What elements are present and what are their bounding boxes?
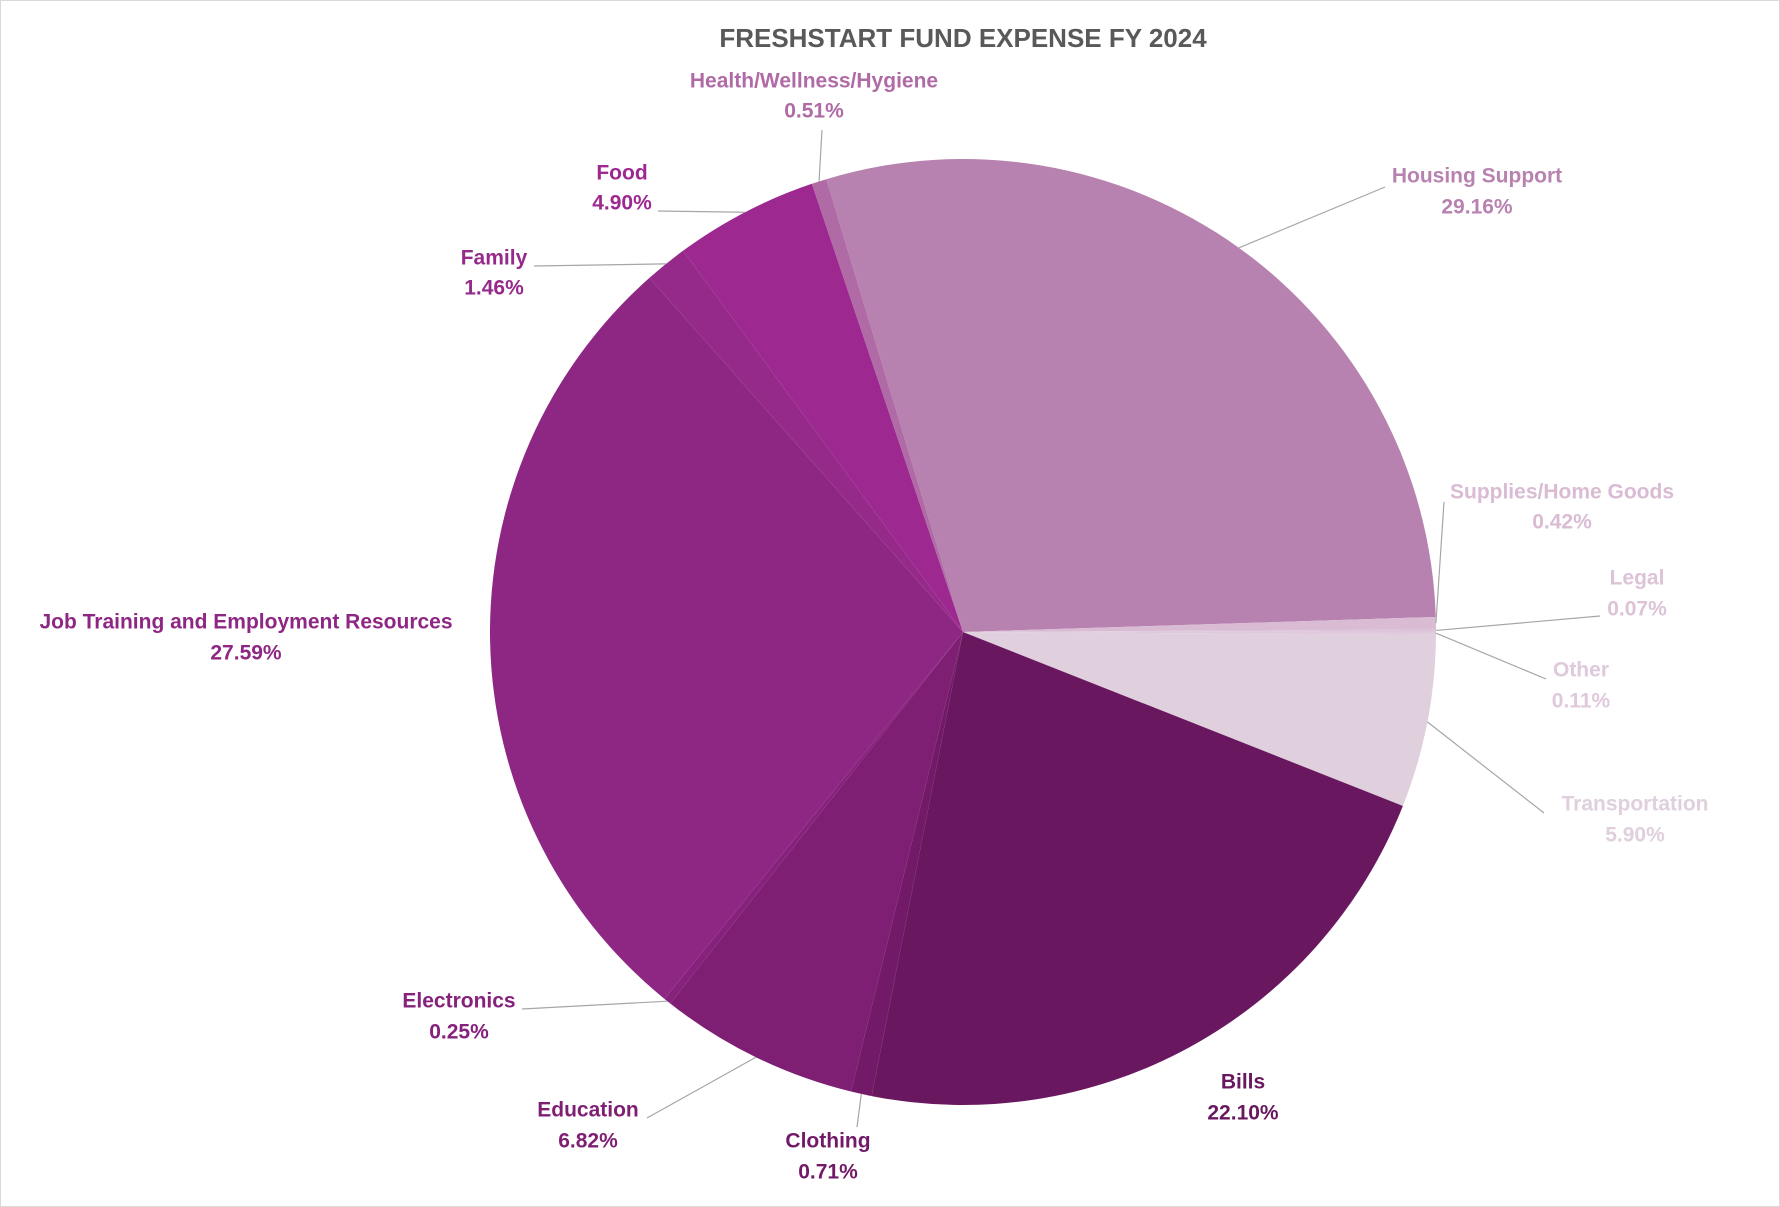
slice-value-label: 0.11%: [1552, 690, 1611, 713]
slice-value-label: 22.10%: [1207, 1102, 1279, 1125]
pie-slice: [963, 631, 1436, 635]
pie-slice: [811, 179, 963, 633]
leader-line: [646, 1056, 757, 1119]
slice-label: Family: [461, 247, 528, 270]
pie-slice: [826, 159, 1436, 632]
leader-line: [1427, 721, 1545, 814]
slice-label: Health/Wellness/Hygiene: [690, 70, 938, 93]
slice-value-label: 0.51%: [784, 100, 844, 123]
pie-slice: [489, 277, 963, 999]
chart-title: FRESHSTART FUND EXPENSE FY 2024: [719, 23, 1207, 53]
slice-value-label: 4.90%: [592, 192, 652, 215]
slice-value-label: 27.59%: [210, 642, 282, 665]
slice-value-label: 6.82%: [558, 1130, 618, 1153]
pie-slice: [963, 632, 1436, 806]
pie-slice: [649, 250, 963, 633]
slice-label: Supplies/Home Goods: [1450, 481, 1674, 504]
pie-slice: [670, 632, 963, 1092]
pie-slice: [851, 632, 963, 1097]
slice-label: Other: [1553, 659, 1609, 682]
leader-line: [1435, 632, 1547, 680]
slice-value-label: 5.90%: [1605, 824, 1665, 847]
leader-line: [818, 129, 823, 182]
slice-value-label: 0.42%: [1532, 511, 1592, 534]
pie-slice: [963, 616, 1436, 632]
leader-line: [1435, 615, 1601, 632]
slice-value-label: 1.46%: [464, 277, 524, 300]
slice-value-label: 0.71%: [798, 1161, 858, 1184]
slice-value-label: 29.16%: [1441, 196, 1513, 219]
slice-label: Food: [596, 162, 647, 185]
leader-line: [521, 1000, 668, 1010]
leader-line: [657, 210, 745, 213]
leader-line: [1435, 501, 1445, 624]
slice-label: Legal: [1610, 567, 1665, 590]
slice-label: Clothing: [785, 1130, 870, 1153]
pie-slice: [683, 183, 963, 633]
slice-value-label: 0.25%: [429, 1021, 489, 1044]
slice-value-label: 0.07%: [1607, 598, 1667, 621]
leader-line: [856, 1093, 862, 1128]
slice-label: Education: [537, 1099, 639, 1122]
slice-label: Bills: [1221, 1071, 1265, 1094]
slice-label: Housing Support: [1392, 165, 1562, 188]
pie-slice: [963, 629, 1436, 632]
slice-label: Transportation: [1561, 793, 1708, 816]
pie-slice: [664, 632, 963, 1004]
slice-label: Job Training and Employment Resources: [39, 611, 452, 634]
pie-slice: [871, 632, 1403, 1105]
leader-line: [533, 263, 666, 267]
leader-line: [1238, 186, 1386, 249]
slice-label: Electronics: [402, 990, 515, 1013]
